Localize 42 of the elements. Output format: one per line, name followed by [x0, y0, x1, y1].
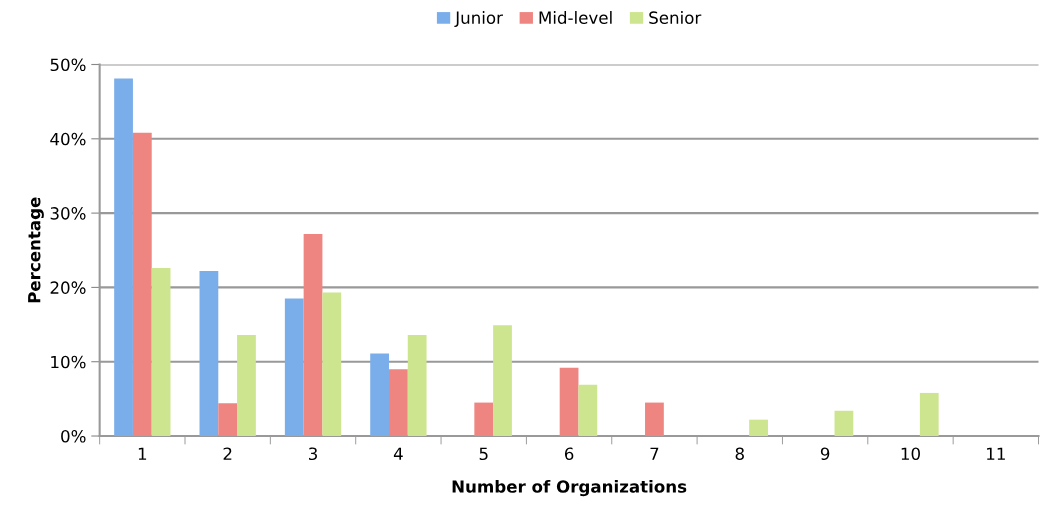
y-tick-label: 10% [51, 355, 86, 369]
bar [370, 353, 389, 437]
x-axis-title: Number of Organizations [452, 479, 687, 497]
x-tick-label: 6 [564, 447, 574, 461]
bar [132, 132, 152, 437]
bar [151, 268, 171, 437]
x-tick-label: 5 [479, 447, 488, 461]
bar [388, 369, 408, 437]
bar [218, 403, 238, 437]
x-tick-label: 3 [309, 447, 317, 461]
x-tick-label: 11 [987, 447, 1005, 460]
y-tick-label: 40% [50, 132, 86, 146]
y-axis-title: Percentage [28, 197, 44, 303]
bar [559, 367, 579, 437]
legend-label: Junior [454, 11, 503, 28]
y-tick-label: 30% [50, 207, 86, 220]
bar [407, 334, 427, 437]
x-tick-label: 4 [393, 447, 403, 460]
x-tick-label: 2 [223, 447, 232, 460]
y-tick-label: 0% [61, 429, 86, 443]
y-tick-label: 50% [50, 58, 86, 72]
legend-label: Senior [649, 11, 702, 24]
bar [493, 325, 512, 437]
x-tick-label: 10 [901, 447, 920, 461]
x-tick-label: 7 [650, 447, 659, 460]
y-tick-label: 20% [50, 281, 86, 294]
x-tick-label: 9 [820, 447, 830, 461]
bar [749, 419, 768, 437]
bar [303, 233, 323, 437]
bar [645, 402, 664, 437]
x-tick-label: 8 [735, 447, 744, 461]
bar [322, 292, 342, 437]
bar [199, 271, 219, 437]
bar [474, 402, 494, 437]
x-tick-label: 1 [138, 447, 147, 460]
bar [578, 384, 598, 437]
bar [834, 410, 854, 437]
bar [284, 298, 304, 437]
bar [114, 78, 133, 437]
bar [237, 334, 256, 437]
legend-label: Mid-level [539, 11, 612, 24]
bar [919, 392, 939, 437]
